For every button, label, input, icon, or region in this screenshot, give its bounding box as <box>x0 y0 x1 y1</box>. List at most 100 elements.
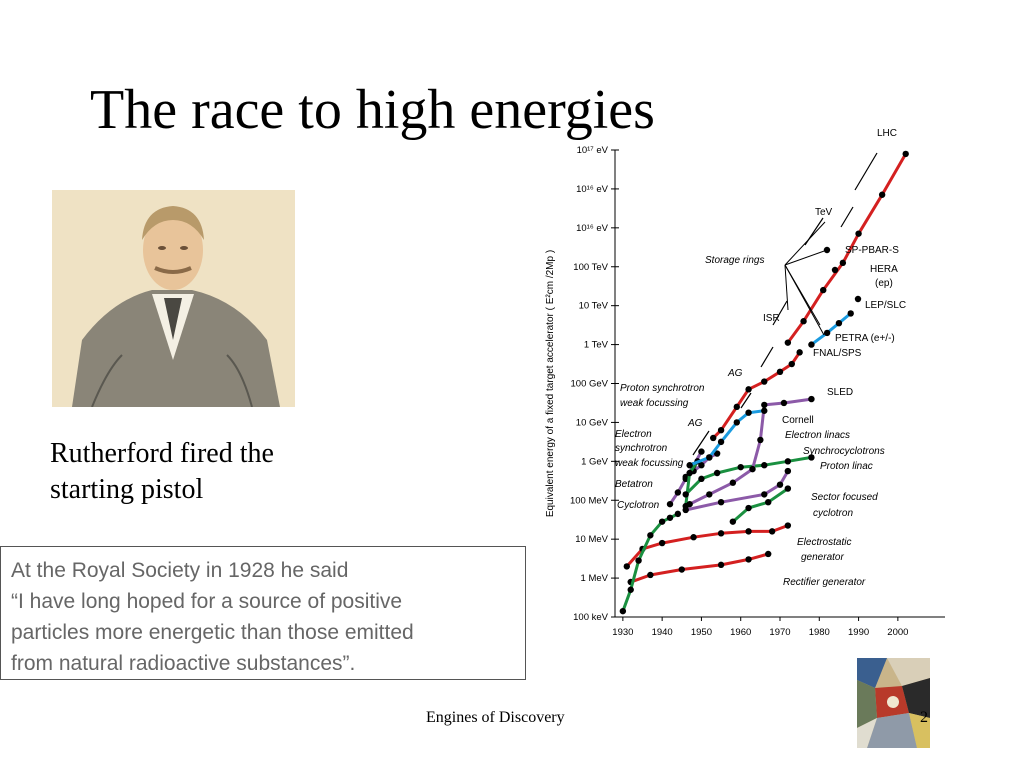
y-tick-label: 10 MeV <box>575 534 608 545</box>
data-point <box>784 339 792 346</box>
x-tick-label: 1990 <box>848 627 869 638</box>
annotation-sppbar: SP-PBAR-S <box>845 245 899 256</box>
envelope-segment <box>760 346 774 368</box>
envelope-segment <box>772 300 788 326</box>
series-line-rectifier <box>629 552 770 584</box>
data-point <box>784 485 792 492</box>
x-tick-label: 1950 <box>691 627 712 638</box>
data-point <box>710 434 717 442</box>
data-point <box>745 504 752 512</box>
y-tick-label: 100 keV <box>573 612 609 623</box>
data-point <box>780 399 788 407</box>
annotation-lhc: LHC <box>877 128 897 139</box>
data-point <box>761 407 768 414</box>
data-point <box>690 534 697 541</box>
series-line-sector_focused <box>731 487 790 524</box>
annotation-ag2: AG <box>687 418 703 429</box>
envelope-segment <box>840 206 854 228</box>
annotation-proton-sync: Proton synchrotron <box>620 383 705 394</box>
caption-line: starting pistol <box>50 474 204 505</box>
data-point <box>878 191 886 198</box>
data-point <box>776 481 784 488</box>
data-point <box>808 454 815 461</box>
data-point <box>623 563 630 570</box>
leader-line <box>784 264 825 336</box>
leader-line <box>784 221 826 266</box>
data-point <box>820 286 827 294</box>
x-tick-label: 1980 <box>809 627 830 638</box>
data-point <box>808 395 815 403</box>
data-point <box>784 467 792 475</box>
data-point <box>717 427 725 434</box>
annotation-generator: generator <box>801 552 844 563</box>
x-tick-label: 2000 <box>887 627 908 638</box>
page-title: The race to high energies <box>90 79 655 141</box>
envelope-segment <box>854 152 878 191</box>
y-tick-label: 10 GeV <box>576 417 609 428</box>
x-tick-label: 1940 <box>652 627 673 638</box>
series-line-petra_lep <box>809 311 853 347</box>
data-point <box>674 489 682 496</box>
data-point <box>635 557 642 564</box>
chart-axes: 100 keV 1 MeV 10 MeV 100 MeV 1 GeV 10 GeV 100 … <box>545 145 945 638</box>
data-point <box>698 475 705 483</box>
annotation-weak-focussing1: weak focussing <box>620 398 689 409</box>
quote-line: At the Royal Society in 1928 he said <box>11 559 349 582</box>
data-point <box>765 550 772 558</box>
annotation-isr: ISR <box>763 313 780 324</box>
data-point <box>713 469 721 477</box>
y-tick-label: 10¹⁶ eV <box>576 223 609 234</box>
data-point <box>666 514 674 521</box>
data-point <box>796 349 803 356</box>
data-point <box>761 462 768 469</box>
series-line-electrostatic <box>625 524 790 568</box>
data-point <box>658 518 666 525</box>
quote-line: particles more energetic than those emit… <box>11 621 414 644</box>
data-point <box>713 450 721 457</box>
envelope-segment <box>740 392 752 409</box>
data-point <box>686 469 693 477</box>
data-point <box>729 479 737 486</box>
data-point <box>647 532 654 539</box>
data-point <box>745 409 752 416</box>
data-point <box>745 556 752 563</box>
annotation-cyclotron: Cyclotron <box>617 500 660 511</box>
quote-line: from natural radioactive substances”. <box>11 652 356 675</box>
data-point <box>831 266 839 274</box>
annotation-sled: SLED <box>827 387 853 398</box>
data-point <box>761 378 768 385</box>
annotation-ag1: AG <box>727 368 743 379</box>
caption: Rutherford fired the starting pistol <box>50 436 350 508</box>
data-point <box>627 586 634 593</box>
data-point <box>784 458 792 465</box>
y-tick-label: 100 TeV <box>573 262 608 273</box>
data-point <box>717 561 725 569</box>
y-tick-label: 100 GeV <box>571 379 609 390</box>
data-point <box>788 360 795 368</box>
data-point <box>674 510 682 518</box>
y-tick-label: 10¹⁷ eV <box>577 145 609 156</box>
data-point <box>839 259 847 267</box>
annotation-fnal: FNAL/SPS <box>813 348 862 359</box>
data-point <box>823 329 831 337</box>
annotation-tev: TeV <box>815 207 833 218</box>
data-point <box>902 150 909 158</box>
data-point <box>745 386 752 393</box>
data-point <box>686 462 693 469</box>
data-point <box>776 368 784 376</box>
data-point <box>761 401 768 409</box>
data-point <box>854 295 862 303</box>
annotation-synchrotron: synchrotron <box>615 443 668 454</box>
envelope-segment <box>692 430 710 456</box>
y-tick-label: 1 TeV <box>584 340 609 351</box>
quote-box: At the Royal Society in 1928 he said “I … <box>0 546 526 680</box>
y-tick-label: 1 MeV <box>581 573 609 584</box>
footer-title: Engines of Discovery <box>426 709 565 726</box>
y-axis-label: Equivalent energy of a fixed target acce… <box>545 250 556 517</box>
annotation-synchrocyclotrons: Synchrocyclotrons <box>803 446 885 457</box>
livingston-chart: 100 keV 1 MeV 10 MeV 100 MeV 1 GeV 10 GeV 100 … <box>545 128 945 638</box>
data-point <box>835 319 843 327</box>
data-point <box>706 454 713 461</box>
data-point <box>717 438 725 446</box>
data-point <box>768 528 776 535</box>
